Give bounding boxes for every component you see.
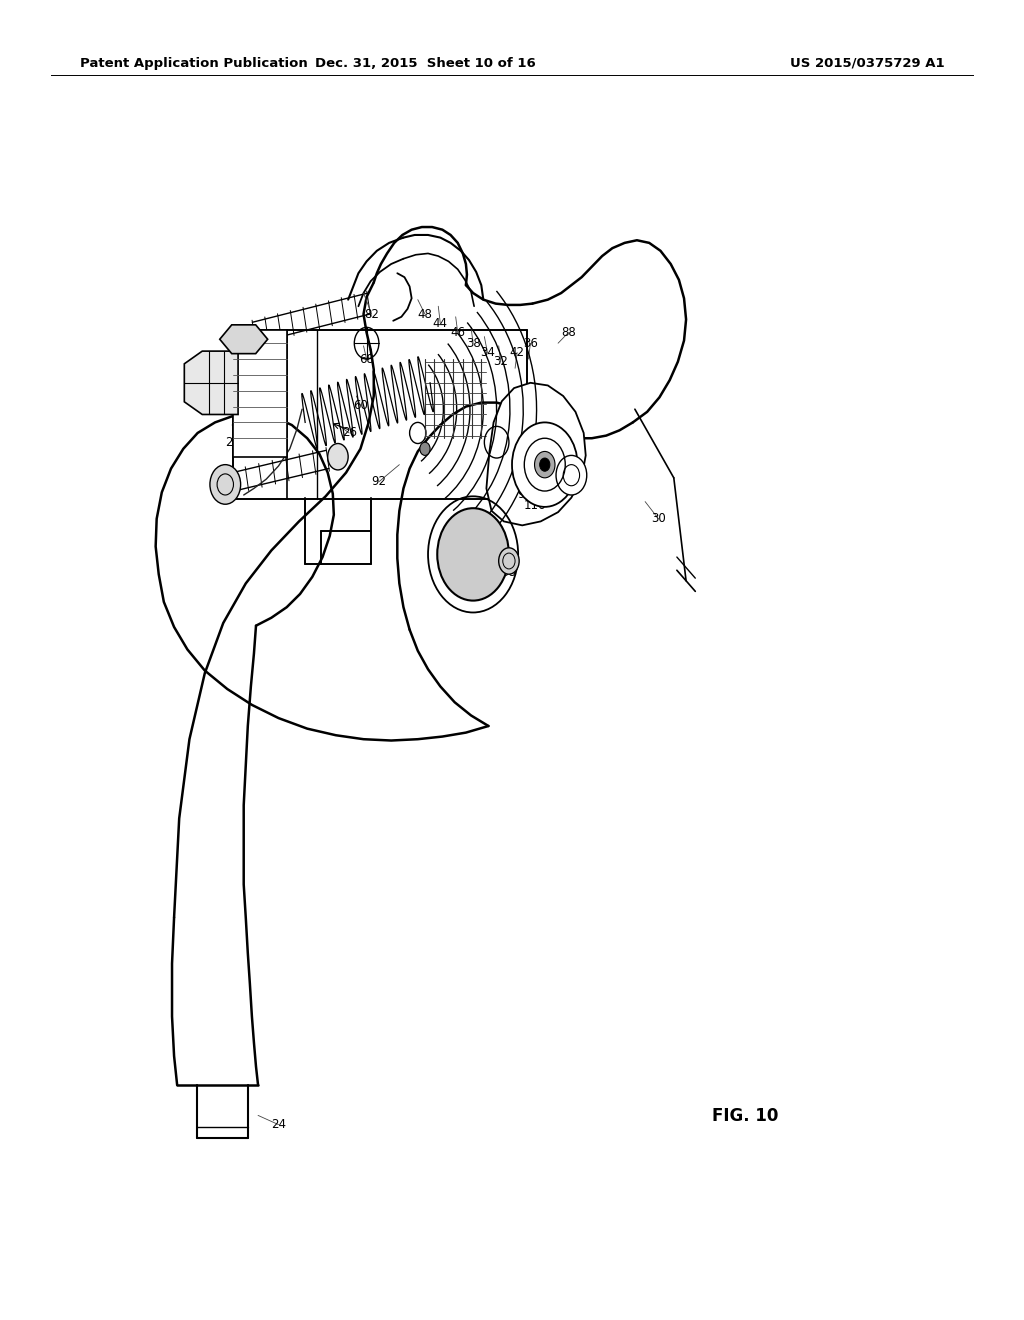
Text: 31: 31 bbox=[230, 416, 245, 429]
Text: 68: 68 bbox=[359, 352, 374, 366]
Text: 64: 64 bbox=[216, 363, 230, 376]
Text: 38: 38 bbox=[466, 337, 480, 350]
Text: 116: 116 bbox=[523, 499, 546, 512]
Text: 42: 42 bbox=[510, 346, 524, 359]
Circle shape bbox=[512, 422, 578, 507]
Text: 88: 88 bbox=[561, 326, 575, 339]
Polygon shape bbox=[220, 325, 267, 354]
Text: 60: 60 bbox=[353, 399, 368, 412]
Circle shape bbox=[420, 442, 430, 455]
Text: 24: 24 bbox=[271, 1118, 286, 1131]
Polygon shape bbox=[184, 351, 238, 414]
Circle shape bbox=[499, 548, 519, 574]
Text: 26: 26 bbox=[342, 426, 356, 440]
Text: 36: 36 bbox=[523, 337, 538, 350]
Circle shape bbox=[535, 451, 555, 478]
Text: 96: 96 bbox=[517, 488, 531, 502]
Text: 92: 92 bbox=[372, 475, 386, 488]
Text: 27: 27 bbox=[225, 436, 240, 449]
Circle shape bbox=[210, 465, 241, 504]
Text: 54: 54 bbox=[211, 392, 225, 405]
Bar bbox=[233, 330, 287, 457]
Text: FIG. 10: FIG. 10 bbox=[712, 1106, 778, 1125]
Circle shape bbox=[540, 458, 550, 471]
Text: 66: 66 bbox=[198, 400, 212, 413]
Circle shape bbox=[556, 455, 587, 495]
Polygon shape bbox=[486, 383, 586, 525]
Text: 32: 32 bbox=[494, 355, 508, 368]
Text: 58: 58 bbox=[502, 566, 516, 579]
Text: 46: 46 bbox=[451, 326, 465, 339]
Text: US 2015/0375729 A1: US 2015/0375729 A1 bbox=[790, 57, 944, 70]
Text: 44: 44 bbox=[433, 317, 447, 330]
Text: Dec. 31, 2015  Sheet 10 of 16: Dec. 31, 2015 Sheet 10 of 16 bbox=[314, 57, 536, 70]
Text: 30: 30 bbox=[651, 512, 666, 525]
Circle shape bbox=[328, 444, 348, 470]
Text: 34: 34 bbox=[480, 346, 495, 359]
Text: Patent Application Publication: Patent Application Publication bbox=[80, 57, 307, 70]
Text: 82: 82 bbox=[365, 308, 379, 321]
Circle shape bbox=[437, 508, 509, 601]
Text: 48: 48 bbox=[418, 308, 432, 321]
